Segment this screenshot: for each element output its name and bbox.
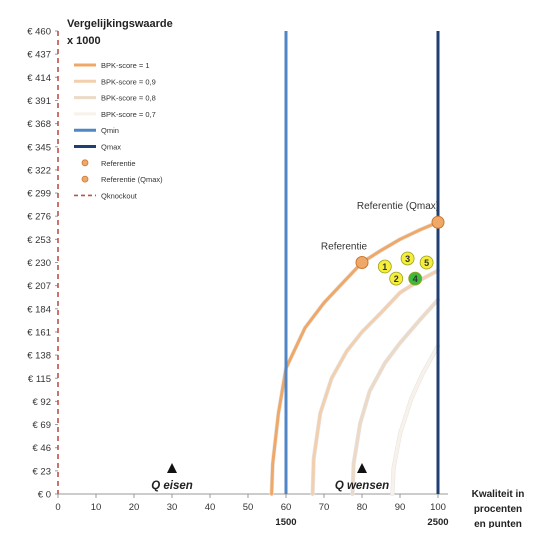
y-tick-label: € 460: [27, 27, 51, 38]
reference-point-label: Referentie: [321, 242, 368, 253]
y-tick-label: € 414: [27, 73, 51, 84]
vertical-lines: [57, 31, 440, 494]
y-tick-label: € 46: [33, 443, 52, 454]
x-extra-label: 2500: [427, 517, 448, 528]
legend-label: BPK-score = 0,7: [101, 110, 156, 119]
legend-label: Qknockout: [101, 191, 138, 200]
y-tick-label: € 92: [33, 397, 52, 408]
y-tick-label: € 0: [38, 490, 51, 501]
numbered-marker-label: 1: [382, 262, 387, 272]
x-tick-label: 20: [129, 502, 140, 513]
legend-label: Qmax: [101, 143, 121, 152]
y-tick-label: € 161: [27, 327, 51, 338]
numbered-marker: [377, 259, 392, 274]
x-tick-label: 90: [395, 502, 406, 513]
series-group: [269, 220, 441, 497]
y-tick-label: € 69: [33, 420, 52, 431]
numbered-marker-label: 5: [424, 258, 429, 268]
x-tick-label: 10: [91, 502, 102, 513]
y-tick-label: € 207: [27, 281, 51, 292]
x-extra-label: 1500: [275, 517, 296, 528]
legend: BPK-score = 1 BPK-score = 0,9 BPK-score = …: [74, 61, 163, 200]
x-tick-label: 50: [243, 502, 254, 513]
y-tick-label: € 230: [27, 258, 51, 269]
y-tick-label: € 368: [27, 119, 51, 130]
legend-label: Referentie: [101, 159, 136, 168]
x-tick-label: 60: [281, 502, 292, 513]
annotations: Q eisen Q wensen: [151, 463, 389, 492]
y-tick-label: € 345: [27, 142, 51, 153]
axes: € 0 € 23 € 46 € 69 € 92 € 115 € 138 € 161 € 184 €…: [27, 27, 525, 531]
numbered-marker-label: 4: [413, 274, 418, 284]
x-axis-label: en punten: [474, 519, 522, 528]
reference-point-marker: [431, 215, 445, 229]
legend-label: Referentie (Qmax): [101, 175, 163, 184]
annotation-label: Q eisen: [151, 480, 193, 492]
x-tick-label: 100: [430, 502, 446, 513]
y-tick-label: € 322: [27, 165, 51, 176]
x-tick-label: 80: [357, 502, 368, 513]
legend-label: BPK-score = 0,8: [101, 94, 156, 103]
x-tick-label: 0: [55, 502, 60, 513]
annotation-triangle-marker: [357, 463, 367, 473]
y-tick-label: € 138: [27, 351, 51, 362]
legend-label: BPK-score = 1: [101, 61, 150, 70]
chart-title-line1: Vergelijkingswaarde: [67, 18, 173, 30]
reference-point-marker: [355, 256, 369, 269]
series-line-bpk-3: [351, 298, 440, 496]
annotation-label: Q wensen: [335, 480, 389, 492]
x-tick-label: 30: [167, 502, 178, 513]
legend-swatch-marker: [81, 175, 89, 183]
numbered-marker: [408, 271, 423, 286]
numbered-marker: [400, 251, 415, 266]
series-line-bpk-1: [270, 220, 440, 496]
numbered-marker-label: 2: [394, 274, 399, 284]
y-tick-label: € 391: [27, 96, 51, 107]
numbered-marker-label: 3: [405, 254, 410, 264]
y-tick-label: € 115: [28, 374, 51, 385]
x-axis-label: procenten: [474, 504, 522, 515]
y-tick-label: € 253: [27, 235, 51, 246]
legend-label: BPK-score = 0,9: [101, 77, 156, 86]
series-line-bpk-4: [390, 344, 440, 496]
reference-point-label: Referentie (Qmax): [357, 201, 439, 212]
x-tick-label: 70: [319, 502, 330, 513]
legend-swatch-marker: [81, 159, 89, 167]
annotation-triangle-marker: [167, 463, 177, 473]
numbered-marker: [419, 255, 434, 270]
series-line-bpk-2: [311, 269, 440, 496]
y-tick-label: € 276: [27, 212, 51, 223]
y-tick-label: € 23: [33, 466, 52, 477]
x-axis-label: Kwaliteit in: [472, 489, 525, 500]
y-tick-label: € 437: [27, 50, 51, 61]
y-tick-label: € 299: [27, 189, 51, 200]
x-tick-label: 40: [205, 502, 216, 513]
chart-title-line2: x 1000: [67, 35, 101, 47]
numbered-marker: [389, 271, 404, 286]
legend-label: Qmin: [101, 126, 119, 135]
y-tick-label: € 184: [27, 304, 51, 315]
